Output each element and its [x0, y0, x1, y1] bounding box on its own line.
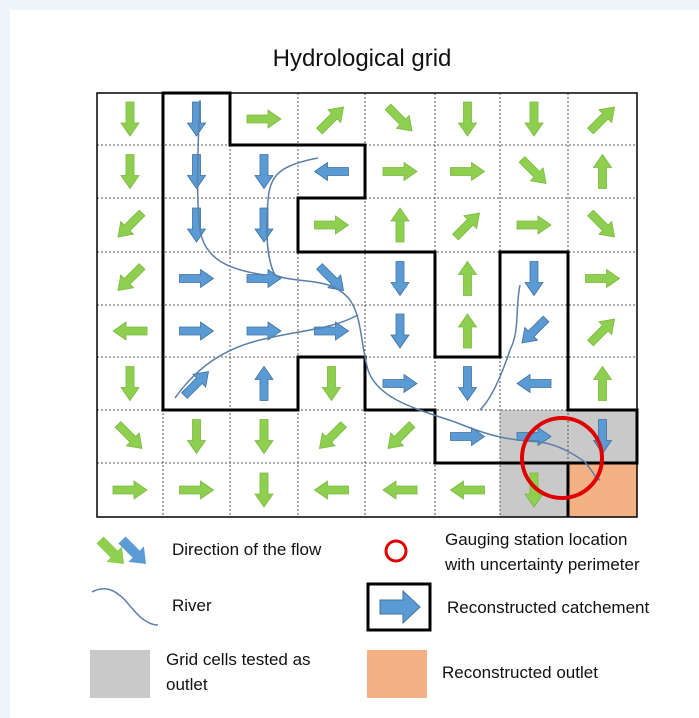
- flow-arrow: [321, 366, 342, 402]
- legend-circle: [384, 539, 408, 563]
- flow-arrow: [254, 365, 274, 401]
- flow-arrow: [524, 261, 544, 297]
- flow-arrow: [518, 156, 547, 185]
- flow-arrow: [316, 106, 345, 135]
- legend-flow: Direction of the flow: [172, 540, 322, 559]
- flow-arrow: [587, 318, 616, 347]
- river: [266, 157, 601, 481]
- flow-arrow: [120, 154, 140, 190]
- legend-river-label: River: [172, 596, 212, 615]
- flow-arrow: [450, 161, 486, 182]
- flow-arrow: [186, 101, 207, 137]
- legend-tested: Grid cells tested as: [166, 650, 311, 669]
- flow-arrow: [585, 268, 621, 289]
- legend-gauging: with uncertainty perimeter: [444, 555, 640, 574]
- flow-arrow: [246, 268, 282, 289]
- flow-arrow: [390, 207, 410, 243]
- flow-arrow: [457, 313, 478, 349]
- flow-arrow: [186, 419, 207, 455]
- flow-arrow: [521, 315, 550, 344]
- flow-arrow: [186, 154, 207, 190]
- flow-arrow: [254, 419, 274, 455]
- flow-arrow: [516, 215, 552, 235]
- flow-arrow: [112, 480, 148, 500]
- title: Hydrological grid: [273, 45, 452, 72]
- legend-tested-box: [90, 650, 150, 698]
- flow-arrow: [179, 321, 215, 341]
- flow-arrow: [112, 321, 148, 341]
- river: [174, 314, 359, 399]
- flow-arrow: [254, 472, 274, 508]
- flow-arrow: [382, 480, 418, 500]
- flow-arrow: [457, 260, 478, 296]
- legend-river: [91, 588, 159, 626]
- legend-catchment-box: [366, 582, 432, 632]
- outlet-cell: [568, 463, 637, 517]
- legend-catchment-arrow: [379, 589, 421, 625]
- flow-arrow: [592, 365, 613, 401]
- legend-outlet-box: [367, 650, 427, 698]
- flow-arrow: [254, 207, 274, 243]
- flow-arrow: [117, 209, 146, 238]
- flow-arrow: [246, 321, 282, 341]
- flow-arrow: [390, 261, 410, 297]
- flow-arrow: [457, 366, 478, 402]
- legend-arrow-blue: [118, 536, 147, 565]
- flow-arrow: [313, 480, 349, 500]
- flow-arrow: [179, 268, 215, 289]
- flow-arrow: [120, 101, 140, 137]
- flow-arrow: [181, 370, 210, 399]
- flow-arrow: [382, 161, 418, 182]
- flow-arrow: [114, 421, 143, 450]
- flow-arrow: [246, 109, 282, 129]
- arrows: [112, 101, 621, 508]
- flow-arrow: [524, 472, 544, 508]
- legend: Direction of the flow Gauging station lo…: [90, 530, 649, 698]
- flow-arrow: [452, 212, 481, 241]
- legend-gauging: Gauging station location: [445, 530, 627, 549]
- flow-arrow: [316, 263, 345, 292]
- river: [196, 99, 266, 276]
- flow-arrow: [314, 321, 350, 341]
- flow-arrow: [254, 154, 274, 190]
- flow-arrow: [313, 161, 349, 182]
- flow-arrow: [120, 366, 140, 402]
- grid-border: [96, 92, 638, 518]
- gauging-circle: [520, 416, 604, 500]
- flow-arrow: [449, 480, 485, 500]
- legend-outlet: Reconstructed outlet: [442, 663, 598, 682]
- flow-arrow: [387, 421, 416, 450]
- flow-arrow: [390, 313, 410, 349]
- flow-arrow: [587, 209, 616, 238]
- legend-catchment: Reconstructed catchement: [447, 598, 649, 617]
- legend-tested: outlet: [166, 675, 208, 694]
- flow-arrow: [318, 421, 347, 450]
- flow-arrow: [117, 263, 146, 292]
- flow-arrow: [179, 480, 215, 500]
- flow-arrow: [457, 101, 478, 137]
- flow-arrow: [587, 106, 616, 135]
- legend-arrow-green: [96, 536, 125, 565]
- flow-arrow: [450, 426, 486, 447]
- river: [479, 284, 521, 411]
- flow-arrow: [592, 153, 613, 189]
- flow-arrow: [524, 101, 544, 137]
- flow-arrow: [516, 373, 552, 394]
- catchment-outline: [161, 91, 639, 465]
- flow-arrow: [384, 103, 413, 132]
- flow-arrow: [382, 373, 418, 394]
- flow-arrow: [314, 215, 350, 235]
